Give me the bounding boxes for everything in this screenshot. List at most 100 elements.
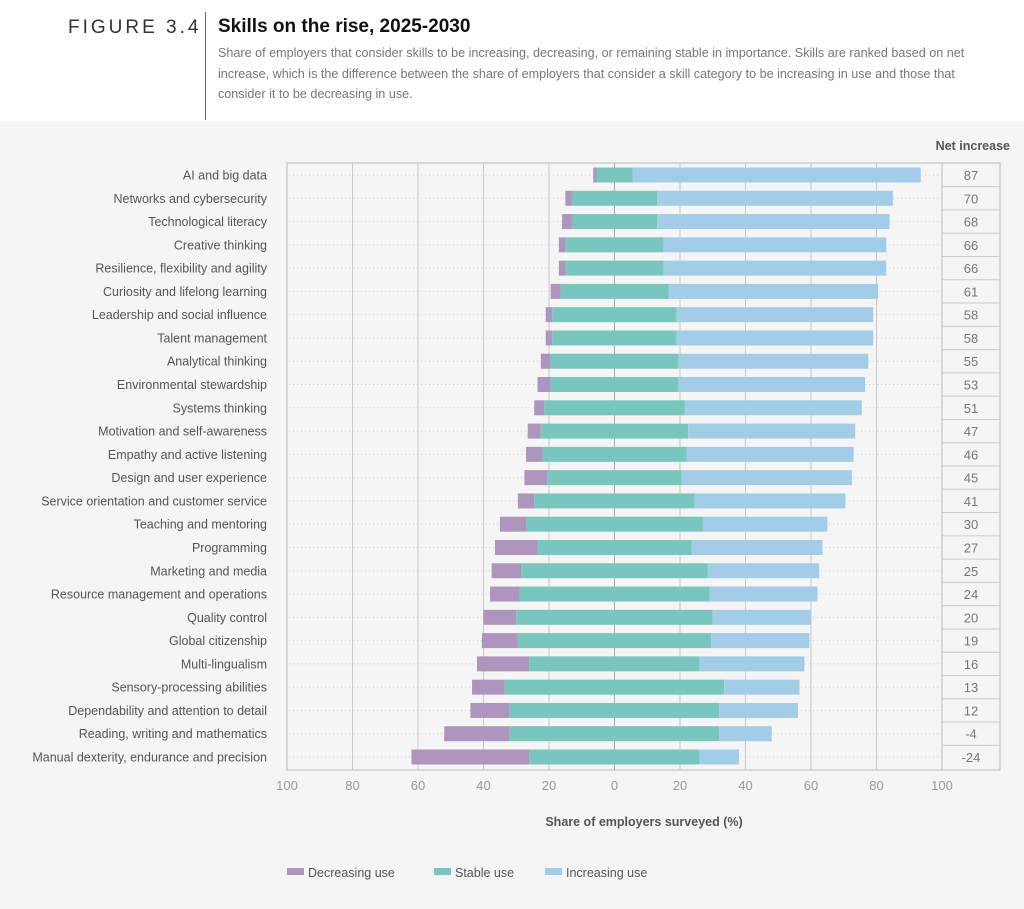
category-label: Environmental stewardship xyxy=(117,378,267,392)
net-increase-header: Net increase xyxy=(936,139,1010,153)
bar-decreasing xyxy=(527,423,541,439)
bar-increasing xyxy=(684,400,862,416)
net-increase-value: 61 xyxy=(964,284,978,299)
net-increase-value: 68 xyxy=(964,215,978,230)
plot-frame xyxy=(286,162,1001,771)
legend-swatch xyxy=(545,868,562,875)
net-increase-value: 25 xyxy=(964,564,978,579)
legend-label: Increasing use xyxy=(566,866,647,880)
bar-stable xyxy=(596,167,633,183)
category-label: Quality control xyxy=(187,611,267,625)
bar-increasing xyxy=(663,237,887,253)
bar-decreasing xyxy=(545,330,553,346)
x-tick-label: 100 xyxy=(931,778,953,793)
header-divider xyxy=(205,12,206,120)
net-increase-value: 66 xyxy=(964,238,978,253)
category-label: Design and user experience xyxy=(111,471,267,485)
category-label: Sensory-processing abilities xyxy=(111,681,267,695)
bar-decreasing xyxy=(558,260,566,276)
net-increase-value: -4 xyxy=(965,727,977,742)
category-label: Creative thinking xyxy=(174,238,267,252)
category-label: Manual dexterity, endurance and precisio… xyxy=(32,751,267,765)
net-increase-value: 58 xyxy=(964,331,978,346)
bar-increasing xyxy=(676,307,874,323)
bar-increasing xyxy=(724,679,800,695)
bar-decreasing xyxy=(483,609,517,625)
bar-stable xyxy=(529,656,700,672)
net-increase-value: 46 xyxy=(964,447,978,462)
net-increase-value: 66 xyxy=(964,261,978,276)
bar-increasing xyxy=(702,516,828,532)
bar-decreasing xyxy=(545,307,553,323)
bar-stable xyxy=(516,609,713,625)
bar-stable xyxy=(550,377,679,393)
bar-increasing xyxy=(712,609,811,625)
bar-increasing xyxy=(681,470,852,486)
bar-stable xyxy=(565,237,664,253)
x-tick-label: 20 xyxy=(673,778,687,793)
bar-stable xyxy=(565,260,664,276)
bar-decreasing xyxy=(562,214,572,230)
bar-decreasing xyxy=(499,516,527,532)
x-tick-label: 0 xyxy=(611,778,618,793)
legend-swatch xyxy=(287,868,304,875)
category-label: Leadership and social influence xyxy=(92,308,267,322)
bar-decreasing xyxy=(491,563,522,579)
bar-increasing xyxy=(709,586,818,602)
x-tick-label: 40 xyxy=(738,778,752,793)
bar-decreasing xyxy=(537,377,551,393)
bar-increasing xyxy=(691,539,823,555)
bar-increasing xyxy=(632,167,921,183)
bar-stable xyxy=(571,190,658,206)
bar-increasing xyxy=(657,190,893,206)
bar-decreasing xyxy=(444,726,510,742)
category-label: Resilience, flexibility and agility xyxy=(95,262,267,276)
bar-decreasing xyxy=(593,167,597,183)
bar-decreasing xyxy=(476,656,530,672)
category-label: Analytical thinking xyxy=(167,355,267,369)
bar-stable xyxy=(560,283,669,299)
bar-increasing xyxy=(668,283,879,299)
chart-title: Skills on the rise, 2025-2030 xyxy=(218,16,471,37)
net-increase-value: 41 xyxy=(964,494,978,509)
category-label: Marketing and media xyxy=(150,564,267,578)
category-label: Resource management and operations xyxy=(51,588,267,602)
category-label: Networks and cybersecurity xyxy=(113,192,267,206)
net-increase-value: 30 xyxy=(964,517,978,532)
bar-increasing xyxy=(686,446,854,462)
net-increase-value: 27 xyxy=(964,540,978,555)
net-increase-value: 70 xyxy=(964,191,978,206)
bar-stable xyxy=(550,353,679,369)
bar-increasing xyxy=(688,423,856,439)
bar-increasing xyxy=(657,214,890,230)
category-label: Motivation and self-awareness xyxy=(98,425,267,439)
bar-increasing xyxy=(699,749,739,765)
bar-increasing xyxy=(694,493,846,509)
bar-stable xyxy=(534,493,695,509)
legend-label: Stable use xyxy=(455,866,514,880)
bar-decreasing xyxy=(526,446,543,462)
bar-decreasing xyxy=(517,493,535,509)
net-increase-value: 58 xyxy=(964,308,978,323)
bar-decreasing xyxy=(481,633,518,649)
bar-stable xyxy=(552,330,677,346)
category-label: Empathy and active listening xyxy=(108,448,267,462)
net-increase-value: 24 xyxy=(964,587,978,602)
net-increase-value: 19 xyxy=(964,634,978,649)
category-label: Systems thinking xyxy=(173,401,268,415)
net-increase-value: -24 xyxy=(962,750,981,765)
bar-decreasing xyxy=(540,353,551,369)
bar-increasing xyxy=(711,633,810,649)
net-increase-value: 55 xyxy=(964,354,978,369)
legend-label: Decreasing use xyxy=(308,866,395,880)
category-label: Multi-lingualism xyxy=(181,657,267,671)
bar-stable xyxy=(542,446,687,462)
category-label: Talent management xyxy=(157,331,267,345)
net-increase-value: 51 xyxy=(964,401,978,416)
category-label: Teaching and mentoring xyxy=(134,518,267,532)
bar-stable xyxy=(519,586,710,602)
bar-stable xyxy=(521,563,708,579)
bar-stable xyxy=(526,516,703,532)
bar-stable xyxy=(540,423,689,439)
category-label: Global citizenship xyxy=(169,634,267,648)
